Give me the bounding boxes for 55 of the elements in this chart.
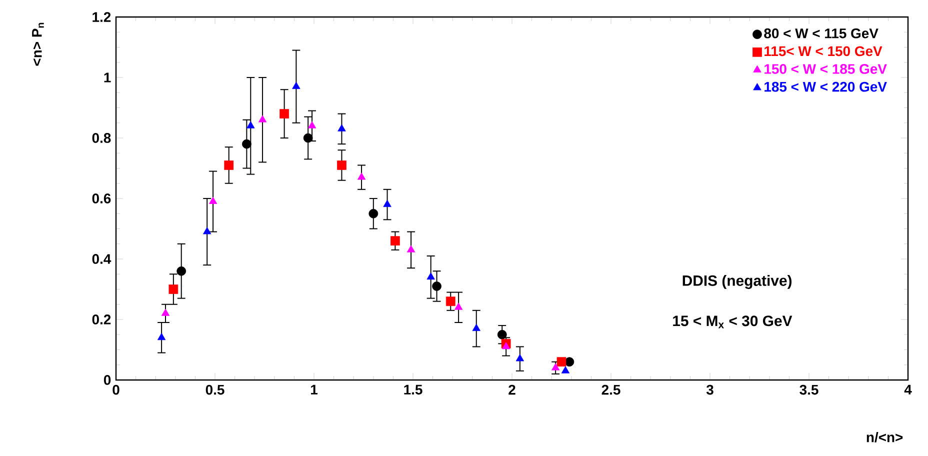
legend-label: 150 < W < 185 GeV [764,64,887,74]
point [308,121,316,128]
point [303,133,313,143]
point [357,172,366,180]
point [242,139,252,149]
x-tick-label: 3 [706,384,714,395]
point [246,121,255,128]
point [551,363,560,370]
y-axis-title: <n> P$_{n}$ [32,22,44,66]
x-tick-label: 3.5 [800,384,818,395]
legend-label: 80 < W < 115 GeV [764,28,878,38]
y-tick-label: 1 [104,72,111,82]
y-tick-label: 0.2 [92,314,111,324]
point [406,245,416,252]
point [432,282,442,291]
point [168,284,178,294]
point [224,160,234,170]
y-tick-label: 0.6 [92,194,111,204]
x-tick-label: 1.5 [404,384,422,395]
x-tick-label: 1 [311,384,318,394]
point [561,366,570,374]
point [516,354,524,362]
legend-label: 115< W < 150 GeV [764,46,882,56]
point [446,296,456,306]
point [454,302,463,310]
annotation: 15 < M$_{x}$ < 30 GeV [673,316,792,328]
legend-label: 185 < W < 220 GeV [764,82,887,92]
x-tick-label: 0.5 [206,384,224,395]
point [280,109,289,118]
point [502,342,510,350]
y-tick-label: 0.8 [92,133,111,143]
point [157,332,166,340]
point [258,115,267,122]
x-tick-label: 2.5 [602,384,620,395]
point [426,272,435,280]
point [292,82,300,90]
point [176,266,186,276]
point [472,324,480,331]
point [203,227,212,234]
y-tick-label: 0.4 [92,254,112,264]
point [208,196,218,204]
x-tick-label: 4 [904,384,912,394]
y-tick-label: 0 [104,375,111,385]
point [368,208,378,218]
point [383,200,392,207]
point [497,330,507,340]
point [338,124,346,132]
point [161,308,170,316]
y-tick-label: 1.2 [92,12,111,22]
x-tick-label: 2 [508,384,516,395]
annotation: DDIS (negative) [682,274,792,289]
x-tick-label: 0 [112,384,120,395]
point [337,160,346,170]
x-axis-title: n/<n> [866,432,903,442]
point [390,236,400,246]
